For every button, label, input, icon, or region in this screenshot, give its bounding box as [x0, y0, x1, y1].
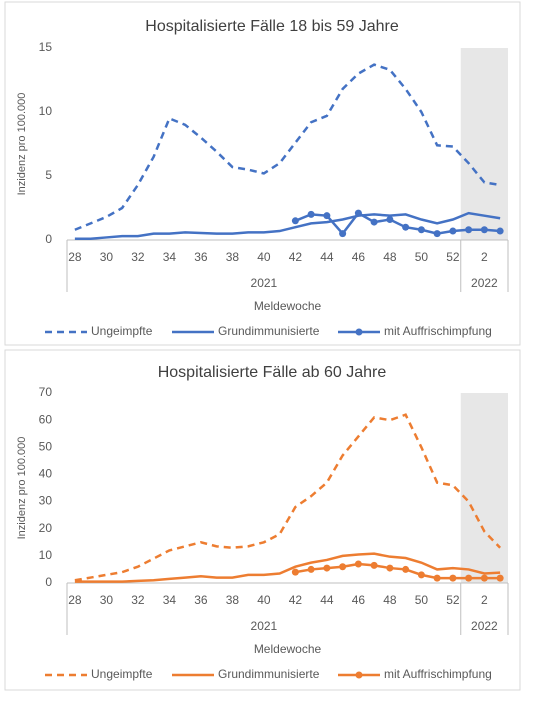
series-marker: [323, 564, 331, 572]
y-tick-label: 5: [45, 168, 52, 182]
x-tick-label: 30: [100, 593, 114, 607]
x-tick-label: 52: [446, 250, 460, 264]
x-tick-label: 36: [194, 593, 208, 607]
x-group-label: 2021: [251, 619, 278, 633]
y-axis-title: Inzidenz pro 100.000: [16, 437, 28, 540]
series-marker: [433, 230, 441, 238]
y-tick-label: 10: [39, 104, 53, 118]
x-tick-label: 40: [257, 250, 271, 264]
x-tick-label: 38: [226, 593, 240, 607]
x-tick-label: 34: [163, 250, 177, 264]
legend-marker: [355, 328, 363, 336]
x-tick-label: 46: [352, 593, 366, 607]
x-tick-label: 30: [100, 250, 114, 264]
y-tick-label: 20: [39, 521, 53, 535]
x-tick-label: 42: [289, 593, 303, 607]
x-tick-label: 2: [481, 250, 488, 264]
x-tick-label: 42: [289, 250, 303, 264]
series-line: [74, 552, 501, 583]
x-axis-title: Meldewoche: [254, 299, 322, 313]
chart-title: Hospitalisierte Fälle 18 bis 59 Jahre: [145, 18, 399, 35]
x-tick-label: 50: [415, 250, 429, 264]
series-marker: [339, 230, 347, 238]
y-tick-label: 60: [39, 412, 53, 426]
series-marker: [386, 216, 394, 224]
y-tick-label: 40: [39, 467, 53, 481]
x-tick-label: 52: [446, 593, 460, 607]
series-marker: [370, 218, 378, 226]
shaded-period: [460, 393, 508, 583]
x-tick-label: 28: [68, 593, 82, 607]
y-tick-label: 0: [45, 232, 52, 246]
series-marker: [370, 561, 378, 569]
series-marker: [291, 568, 299, 576]
y-tick-label: 70: [39, 385, 53, 399]
series-marker: [480, 226, 488, 234]
series-marker: [433, 574, 441, 582]
series-marker: [307, 565, 315, 573]
x-tick-label: 46: [352, 250, 366, 264]
x-tick-label: 48: [383, 250, 397, 264]
legend-label: Grundimmunisierte: [218, 324, 320, 338]
x-tick-label: 50: [415, 593, 429, 607]
x-tick-label: 48: [383, 593, 397, 607]
chart-title: Hospitalisierte Fälle ab 60 Jahre: [158, 364, 387, 381]
series-marker: [402, 223, 410, 231]
x-tick-label: 34: [163, 593, 177, 607]
x-tick-label: 44: [320, 250, 334, 264]
series-marker: [339, 563, 347, 571]
y-tick-label: 50: [39, 439, 53, 453]
legend-label: mit Auffrischimpfung: [384, 324, 492, 338]
series-marker: [354, 560, 362, 568]
series-marker: [449, 227, 457, 235]
y-tick-label: 30: [39, 494, 53, 508]
series-marker: [307, 210, 315, 218]
x-tick-label: 32: [131, 250, 145, 264]
x-tick-label: 44: [320, 593, 334, 607]
series-marker: [449, 574, 457, 582]
x-tick-label: 38: [226, 250, 240, 264]
y-tick-label: 15: [39, 40, 53, 54]
series-marker: [386, 564, 394, 572]
series-marker: [480, 574, 488, 582]
series-marker: [496, 227, 504, 235]
series-marker: [354, 209, 362, 217]
y-axis-title: Inzidenz pro 100.000: [16, 93, 28, 196]
x-group-label: 2022: [471, 619, 498, 633]
series-marker: [291, 217, 299, 225]
x-axis-title: Meldewoche: [254, 642, 322, 656]
x-tick-label: 36: [194, 250, 208, 264]
x-tick-label: 40: [257, 593, 271, 607]
legend-marker: [355, 671, 363, 679]
legend-label: Ungeimpfte: [91, 667, 153, 681]
shaded-period: [460, 48, 508, 240]
series-line: [74, 63, 501, 231]
series-marker: [417, 226, 425, 234]
chart-frame: [4, 1, 521, 346]
x-group-label: 2022: [471, 276, 498, 290]
series-line: [74, 211, 501, 240]
y-tick-label: 0: [45, 575, 52, 589]
series-marker: [496, 574, 504, 582]
series-marker: [465, 226, 473, 234]
x-tick-label: 28: [68, 250, 82, 264]
chart-frame: [4, 349, 521, 691]
series-marker: [402, 565, 410, 573]
x-tick-label: 2: [481, 593, 488, 607]
y-tick-label: 10: [39, 548, 53, 562]
x-tick-label: 32: [131, 593, 145, 607]
series-line: [74, 413, 502, 582]
x-group-label: 2021: [251, 276, 278, 290]
series-marker: [465, 574, 473, 582]
series-marker: [417, 571, 425, 579]
legend-label: mit Auffrischimpfung: [384, 667, 492, 681]
legend-label: Grundimmunisierte: [218, 667, 320, 681]
series-marker: [323, 212, 331, 220]
legend-label: Ungeimpfte: [91, 324, 153, 338]
